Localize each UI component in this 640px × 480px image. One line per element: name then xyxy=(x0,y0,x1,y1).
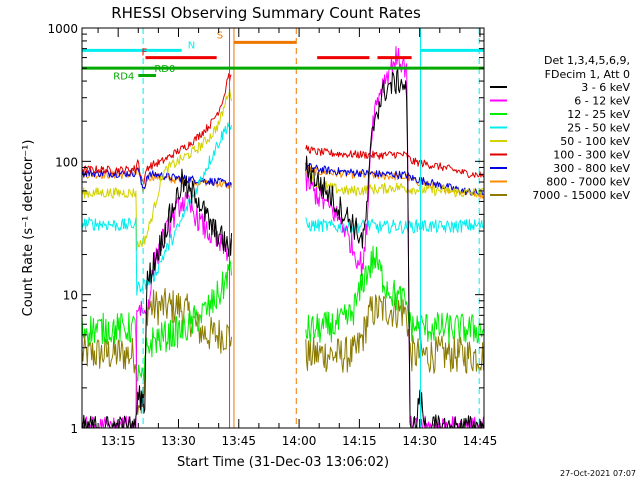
y-axis-label: Count Rate (s⁻¹ detector⁻¹) xyxy=(21,140,36,317)
legend-entry-label: 12 - 25 keV xyxy=(567,108,630,121)
flag-label-f: F xyxy=(142,48,148,59)
legend-entry-label: 300 - 800 keV xyxy=(553,162,630,175)
flag-label-n: N xyxy=(188,40,195,51)
series-12-25-kev xyxy=(82,245,484,382)
legend-entry-label: 800 - 7000 keV xyxy=(546,176,630,189)
legend-entry-label: 7000 - 15000 keV xyxy=(532,189,630,202)
series-50-100-kev xyxy=(82,88,484,251)
axes: 1 10 100 1000 13:15 13:30 13:45 14:00 14:15 14:30… xyxy=(47,22,497,448)
legend-entry-label: 50 - 100 keV xyxy=(560,135,630,148)
flag-bar-f: F xyxy=(142,48,412,60)
flag-bar-n: N xyxy=(82,40,484,52)
x-axis-label: Start Time (31-Dec-03 13:06:02) xyxy=(177,455,389,470)
series-100-300-kev xyxy=(82,73,484,185)
x-tick-label: 14:45 xyxy=(463,434,498,448)
legend-entry-label: 3 - 6 keV xyxy=(581,81,630,94)
series-25-50-kev xyxy=(82,122,484,296)
flag-bar-rd4: RD4 xyxy=(113,72,156,83)
flag-bar-s: S xyxy=(217,30,297,44)
plot-frame xyxy=(81,27,485,429)
flag-bar-rd0: RD0 xyxy=(82,64,484,75)
y-tick-label: 1000 xyxy=(47,22,78,36)
legend-entry-label: 100 - 300 keV xyxy=(553,149,630,162)
flag-label-s: S xyxy=(217,30,223,41)
x-tick-label: 13:15 xyxy=(101,434,136,448)
legend-entry-label: 6 - 12 keV xyxy=(574,95,630,108)
x-tick-label: 13:45 xyxy=(221,434,256,448)
y-tick-label: 10 xyxy=(63,289,78,303)
legend-header-line: Det 1,3,4,5,6,9, xyxy=(544,54,630,67)
y-tick-label: 1 xyxy=(70,422,78,436)
y-tick-label: 100 xyxy=(55,155,78,169)
x-tick-label: 14:15 xyxy=(342,434,377,448)
flag-label-rd0: RD0 xyxy=(154,64,175,75)
x-tick-label: 14:30 xyxy=(402,434,437,448)
legend-header-line: FDecim 1, Att 0 xyxy=(545,68,630,81)
legend-entry-label: 25 - 50 keV xyxy=(567,122,630,135)
chart-title: RHESSI Observing Summary Count Rates xyxy=(111,4,421,22)
legend: Det 1,3,4,5,6,9, FDecim 1, Att 0 3 - 6 k… xyxy=(490,54,630,202)
x-tick-label: 13:30 xyxy=(161,434,196,448)
x-tick-label: 14:00 xyxy=(282,434,317,448)
series-3-6-kev xyxy=(82,68,484,428)
plot-area: N F RD0 RD4 S xyxy=(82,28,484,428)
generation-timestamp: 27-Oct-2021 07:07 xyxy=(560,469,636,478)
flag-label-rd4: RD4 xyxy=(113,72,134,83)
